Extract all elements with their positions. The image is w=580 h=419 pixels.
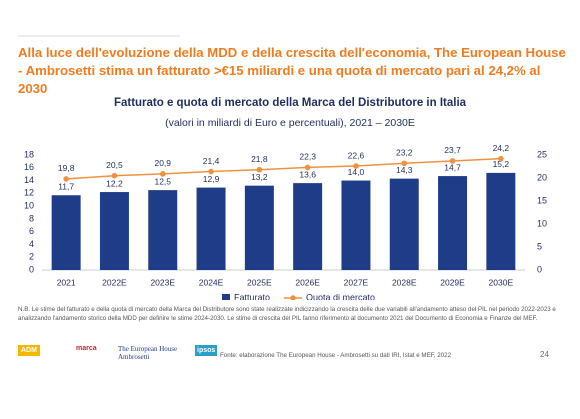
line-marker: [401, 160, 408, 167]
bar-value-label: 12,2: [106, 178, 123, 188]
bar-value-label: 12,5: [154, 176, 171, 186]
y-tick-label: 2: [29, 252, 34, 262]
y-tick-label: 4: [29, 239, 34, 249]
y2-tick-label: 10: [537, 218, 547, 228]
chart-title: Fatturato e quota di mercato della Marca…: [114, 97, 467, 109]
x-tick-label: 2030E: [489, 277, 514, 287]
bar-value-label: 12,9: [203, 174, 220, 184]
bar-value-label: 14,3: [396, 165, 413, 175]
y-tick-label: 14: [24, 175, 34, 185]
y2-tick-label: 25: [537, 149, 547, 159]
bar-value-label: 14,7: [444, 162, 461, 172]
line-marker: [353, 163, 359, 169]
line-value-label: 21,4: [203, 156, 220, 166]
y-tick-label: 0: [29, 264, 34, 274]
x-tick-label: 2021: [57, 277, 76, 287]
x-tick-label: 2022E: [102, 277, 127, 287]
bar: [244, 185, 274, 270]
bar: [438, 176, 468, 270]
line-value-label: 21,8: [251, 154, 268, 164]
line-marker: [256, 166, 263, 173]
x-tick-label: 2025E: [247, 277, 272, 287]
legend-swatch: [222, 294, 230, 300]
y-tick-label: 16: [24, 162, 34, 172]
y2-tick-label: 15: [537, 195, 547, 205]
y2-tick-label: 0: [537, 264, 542, 274]
logo: The European House Ambrosetti: [118, 345, 178, 361]
y-tick-label: 10: [24, 200, 34, 210]
bar: [486, 172, 516, 270]
legend-label: Fatturato: [234, 292, 270, 300]
y-tick-label: 8: [29, 213, 34, 223]
bar: [196, 187, 226, 270]
x-tick-label: 2024E: [199, 277, 224, 287]
x-tick-label: 2023E: [150, 277, 175, 287]
line-marker: [159, 171, 166, 177]
bar: [293, 183, 323, 270]
bar-value-label: 11,7: [58, 182, 74, 192]
footnote: N.B. Le stime del fatturato e della quot…: [18, 306, 556, 322]
line-value-label: 24,2: [493, 143, 510, 153]
line-value-label: 23,7: [444, 145, 461, 155]
x-tick-label: 2027E: [344, 277, 369, 287]
legend-swatch: [290, 295, 296, 300]
legend-label: Quota di mercato: [306, 292, 375, 300]
y-tick-label: 6: [29, 226, 34, 236]
bar: [389, 178, 419, 270]
page-number: 24: [540, 350, 549, 359]
x-tick-label: 2026E: [295, 277, 320, 287]
bar-value-label: 15,2: [493, 159, 510, 169]
line-marker: [111, 172, 118, 179]
line-marker: [449, 158, 456, 164]
line-value-label: 22,3: [299, 152, 316, 162]
bar: [51, 195, 81, 270]
line-marker: [498, 155, 504, 162]
bar: [99, 192, 129, 270]
line-marker: [304, 164, 311, 171]
headline: Alla luce dell'evoluzione della MDD e de…: [18, 45, 566, 96]
line-value-label: 20,9: [154, 158, 171, 168]
y-tick-label: 18: [24, 149, 34, 159]
y-tick-label: 12: [24, 188, 34, 198]
bar: [148, 190, 178, 270]
logo: ipsos: [195, 345, 218, 356]
bar: [341, 180, 371, 270]
source: Fonte: elaborazione The European House -…: [220, 352, 452, 359]
line-marker: [208, 168, 214, 175]
bar-value-label: 13,2: [251, 172, 268, 182]
x-tick-label: 2028E: [392, 277, 417, 287]
bar-value-label: 14,0: [348, 167, 365, 177]
chart: Fatturato e quota di mercato della Marca…: [18, 35, 547, 300]
x-tick-label: 2029E: [440, 277, 465, 287]
bar-value-label: 13,6: [299, 169, 316, 179]
logo: marca: [76, 345, 97, 352]
line-value-label: 19,8: [58, 163, 75, 173]
line-value-label: 22,6: [348, 150, 365, 160]
line: [66, 157, 501, 180]
y2-tick-label: 5: [537, 241, 542, 251]
line-value-label: 20,5: [106, 160, 123, 170]
chart-subtitle: (valori in miliardi di Euro e percentual…: [165, 117, 415, 129]
y2-tick-label: 20: [537, 172, 547, 182]
line-value-label: 23,2: [396, 148, 413, 158]
logo: ADM: [18, 345, 40, 356]
line-marker: [63, 176, 69, 182]
